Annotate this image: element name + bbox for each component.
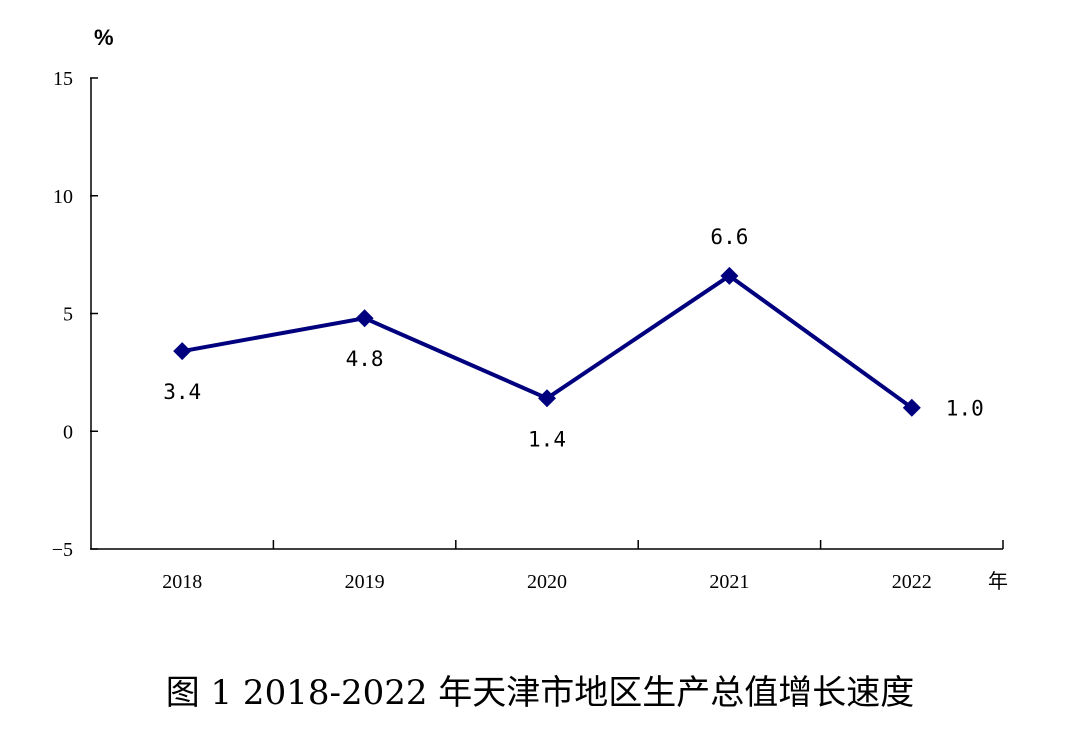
figure-caption: 图 1 2018-2022 年天津市地区生产总值增长速度 [166,673,915,713]
data-label: 4.8 [346,347,384,371]
data-point-marker [902,398,921,417]
data-point-marker [173,342,192,361]
x-tick-label: 2021 [709,571,749,593]
x-tick-label: 2018 [162,571,202,593]
x-axis-unit-label: 年 [988,570,1008,593]
y-tick-label: −5 [52,539,73,561]
data-label: 1.0 [946,397,984,421]
data-label: 3.4 [163,380,201,404]
data-point-marker [720,266,739,285]
y-tick-label: 5 [63,304,73,326]
data-point-marker [355,309,374,328]
y-axis-unit-label: % [94,25,114,50]
y-tick-label: 15 [53,68,73,90]
data-point-marker [538,389,556,408]
x-tick-label: 2020 [527,571,567,593]
data-label: 6.6 [710,225,748,249]
y-tick-label: 10 [53,186,73,208]
x-tick-label: 2019 [345,571,385,593]
x-tick-label: 2022 [892,571,932,593]
data-label: 1.4 [528,427,566,451]
series-line [181,273,913,410]
y-tick-label: 0 [63,421,73,443]
